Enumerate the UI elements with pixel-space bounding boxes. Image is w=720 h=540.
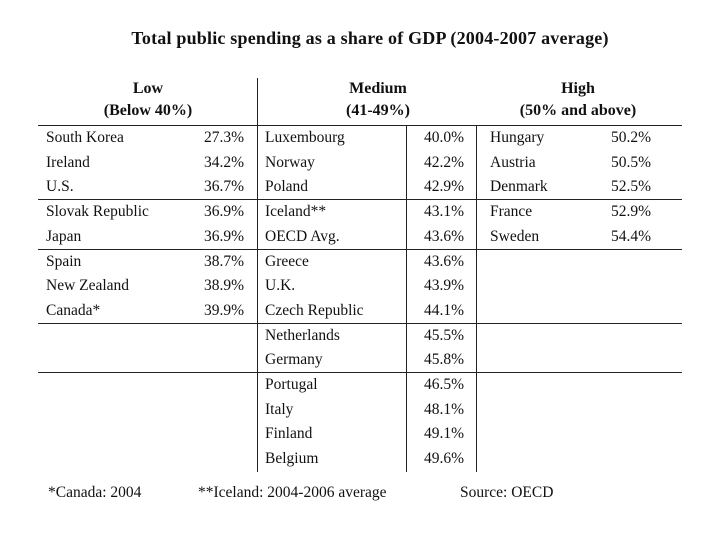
table-cell-low-v: 39.9% bbox=[203, 301, 244, 319]
table-cell-high-c: France bbox=[490, 203, 533, 221]
table-cell-med-v: 45.8% bbox=[423, 351, 464, 369]
table-cell-med-c: Iceland** bbox=[265, 203, 327, 221]
table-cell-med-c: Finland bbox=[265, 425, 313, 443]
table-cell-med-c: Greece bbox=[265, 252, 309, 270]
table-cell-med-v: 48.1% bbox=[423, 400, 464, 418]
row-group-rule-2 bbox=[38, 249, 682, 250]
table-cell-med-c: Netherlands bbox=[265, 326, 340, 344]
table-cell-med-v: 43.6% bbox=[423, 227, 464, 245]
table-cell-high-v: 52.5% bbox=[610, 178, 651, 196]
table-cell-med-v: 49.1% bbox=[423, 425, 464, 443]
table-cell-high-c: Austria bbox=[490, 153, 536, 171]
table-cell-med-c: Czech Republic bbox=[265, 301, 364, 319]
table-cell-med-c: Norway bbox=[265, 153, 315, 171]
table-cell-low-c: Canada* bbox=[46, 301, 101, 319]
table-cell-med-v: 42.9% bbox=[423, 178, 464, 196]
table-cell-low-v: 38.9% bbox=[203, 277, 244, 295]
footnote-source: Source: OECD bbox=[460, 484, 554, 501]
table-cell-low-c: U.S. bbox=[46, 178, 74, 196]
footnote-iceland: **Iceland: 2004-2006 average bbox=[198, 484, 387, 501]
header-medium-range: (41-49%) bbox=[346, 102, 410, 119]
table-cell-high-c: Denmark bbox=[490, 178, 548, 196]
table-cell-med-v: 43.1% bbox=[423, 203, 464, 221]
footnote-canada: *Canada: 2004 bbox=[48, 484, 142, 501]
header-medium-name: Medium bbox=[349, 80, 407, 97]
row-group-rule-1 bbox=[38, 199, 682, 200]
table-cell-high-c: Sweden bbox=[490, 227, 540, 245]
table-cell-high-c: Hungary bbox=[490, 129, 545, 146]
table-cell-low-v: 27.3% bbox=[203, 129, 244, 146]
header-high-range: (50% and above) bbox=[519, 102, 637, 119]
table-cell-med-c: OECD Avg. bbox=[265, 227, 340, 245]
table-cell-med-v: 42.2% bbox=[423, 153, 464, 171]
table-cell-low-c: Spain bbox=[46, 252, 82, 270]
table-cell-low-c: Japan bbox=[46, 227, 82, 245]
table-cell-med-c: U.K. bbox=[265, 277, 296, 295]
table-cell-med-c: Poland bbox=[265, 178, 309, 196]
table-cell-med-v: 46.5% bbox=[423, 376, 464, 393]
header-high: High (50% and above) bbox=[493, 78, 663, 122]
table-cell-med-c: Italy bbox=[265, 400, 294, 418]
page-title: Total public spending as a share of GDP … bbox=[131, 28, 609, 48]
header-low-name: Low bbox=[132, 80, 164, 97]
table-cell-med-c: Luxembourg bbox=[265, 129, 345, 146]
column-divider-low-medium bbox=[257, 78, 258, 472]
table-cell-low-v: 36.9% bbox=[203, 203, 244, 221]
header-high-name: High bbox=[561, 80, 595, 97]
table-cell-med-c: Portugal bbox=[265, 376, 318, 393]
column-divider-medium-high bbox=[476, 125, 477, 472]
table-cell-med-v: 40.0% bbox=[423, 129, 464, 146]
table-cell-high-v: 50.5% bbox=[610, 153, 651, 171]
table-cell-low-v: 36.7% bbox=[203, 178, 244, 196]
table-cell-high-v: 50.2% bbox=[610, 129, 651, 146]
table-cell-low-c: Ireland bbox=[46, 153, 90, 171]
row-group-rule-4 bbox=[38, 372, 682, 373]
table-cell-low-v: 38.7% bbox=[203, 252, 244, 270]
table-cell-low-c: Slovak Republic bbox=[46, 203, 149, 221]
header-rule bbox=[38, 125, 682, 126]
table-cell-med-v: 43.6% bbox=[423, 252, 464, 270]
table-cell-low-c: South Korea bbox=[46, 129, 124, 146]
table-cell-med-c: Germany bbox=[265, 351, 323, 369]
table-cell-high-v: 54.4% bbox=[610, 227, 651, 245]
table-cell-low-v: 34.2% bbox=[203, 153, 244, 171]
table-cell-low-v: 36.9% bbox=[203, 227, 244, 245]
row-group-rule-3 bbox=[38, 323, 682, 324]
table-cell-med-v: 45.5% bbox=[423, 326, 464, 344]
table-cell-med-v: 43.9% bbox=[423, 277, 464, 295]
header-low: Low (Below 40%) bbox=[68, 78, 228, 122]
table-cell-med-v: 49.6% bbox=[423, 450, 464, 468]
header-low-range: (Below 40%) bbox=[103, 102, 193, 119]
table-cell-low-c: New Zealand bbox=[46, 277, 130, 295]
table-cell-med-v: 44.1% bbox=[423, 301, 464, 319]
column-divider-medium-value bbox=[406, 125, 407, 472]
table-cell-high-v: 52.9% bbox=[610, 203, 651, 221]
table-cell-med-c: Belgium bbox=[265, 450, 319, 468]
header-medium: Medium (41-49%) bbox=[288, 78, 468, 122]
